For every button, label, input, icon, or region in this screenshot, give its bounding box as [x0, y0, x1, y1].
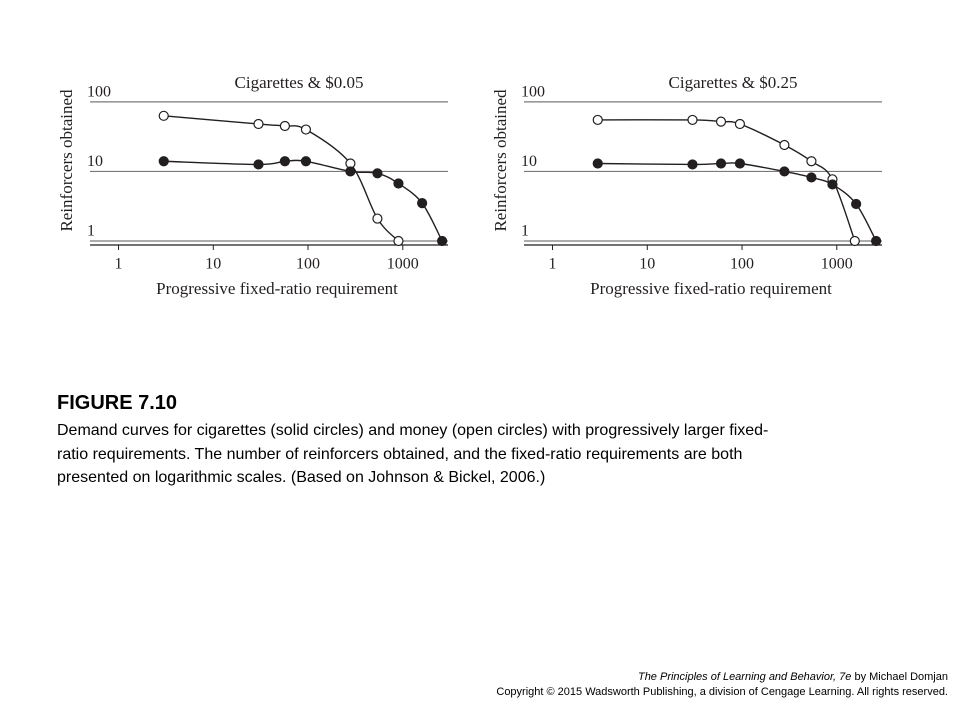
point	[871, 235, 882, 247]
point	[158, 110, 169, 121]
y-tick-label: 10	[521, 153, 537, 170]
point	[279, 156, 291, 167]
chart-title: Cigarettes & $0.05	[235, 73, 364, 92]
x-tick-label: 1	[549, 256, 557, 273]
point	[734, 158, 746, 169]
point	[372, 168, 383, 179]
point	[393, 178, 404, 189]
caption-line: ratio requirements. The number of reinfo…	[57, 445, 743, 463]
footer: The Principles of Learning and Behavior,…	[496, 670, 948, 700]
chart: 1 10 100 1 10 100 1000 Cigarettes & $0.05 Progre…	[57, 73, 448, 298]
y-tick-label: 100	[521, 84, 545, 101]
point	[300, 124, 312, 135]
x-tick-label: 1000	[387, 256, 419, 273]
point	[779, 166, 790, 177]
copyright: Copyright © 2015 Wadsworth Publishing, a…	[496, 686, 948, 698]
point	[253, 159, 264, 170]
book-title: The Principles of Learning and Behavior,…	[637, 671, 852, 683]
point	[687, 159, 698, 170]
point	[592, 114, 603, 126]
point	[779, 139, 790, 151]
charts: 1 10 100 1 10 100 1000 Cigarettes & $0.05 Progre…	[57, 73, 882, 298]
point	[158, 156, 169, 167]
point	[372, 213, 383, 224]
point	[849, 235, 860, 247]
point	[279, 120, 291, 132]
x-tick-label: 1000	[821, 256, 853, 273]
caption-line: Demand curves for cigarettes (solid circ…	[57, 422, 769, 439]
footer-line: The Principles of Learning and Behavior,…	[496, 670, 948, 685]
fit-curve	[597, 119, 856, 242]
caption: FIGURE 7.10 Demand curves for cigarettes…	[57, 392, 768, 490]
y-tick-label: 10	[87, 153, 103, 170]
point	[827, 179, 838, 190]
point	[687, 114, 698, 126]
point	[734, 118, 746, 130]
caption-line: presented on logarithmic scales. (Based …	[57, 469, 546, 486]
point	[715, 158, 727, 169]
x-tick-label: 10	[205, 256, 221, 273]
x-axis-label: Progressive fixed-ratio requirement	[156, 279, 398, 298]
y-tick-label: 100	[87, 84, 111, 101]
point	[253, 118, 264, 130]
x-tick-label: 100	[296, 256, 320, 273]
y-axis-label: Reinforcers obtained	[57, 89, 76, 232]
y-tick-label: 1	[87, 223, 95, 240]
x-axis-label: Progressive fixed-ratio requirement	[590, 279, 832, 298]
x-tick-label: 1	[115, 256, 123, 273]
fit-curve	[163, 159, 443, 242]
point	[393, 235, 404, 247]
author: by Michael Domjan	[854, 671, 948, 683]
point	[437, 235, 448, 247]
point	[806, 172, 817, 183]
point	[592, 158, 603, 169]
chart: 1 10 100 1 10 100 1000 Cigarettes & $0.25 Progre…	[491, 73, 882, 298]
point	[417, 198, 428, 209]
y-tick-label: 1	[521, 223, 529, 240]
point	[300, 156, 312, 167]
y-axis-label: Reinforcers obtained	[491, 89, 510, 232]
chart-title: Cigarettes & $0.25	[669, 73, 798, 92]
x-tick-label: 100	[730, 256, 754, 273]
x-tick-label: 10	[639, 256, 655, 273]
point	[345, 166, 356, 177]
point	[715, 116, 727, 127]
caption-heading: FIGURE 7.10	[57, 392, 178, 414]
fit-curve	[163, 115, 399, 242]
point	[806, 156, 817, 167]
point	[851, 198, 862, 210]
